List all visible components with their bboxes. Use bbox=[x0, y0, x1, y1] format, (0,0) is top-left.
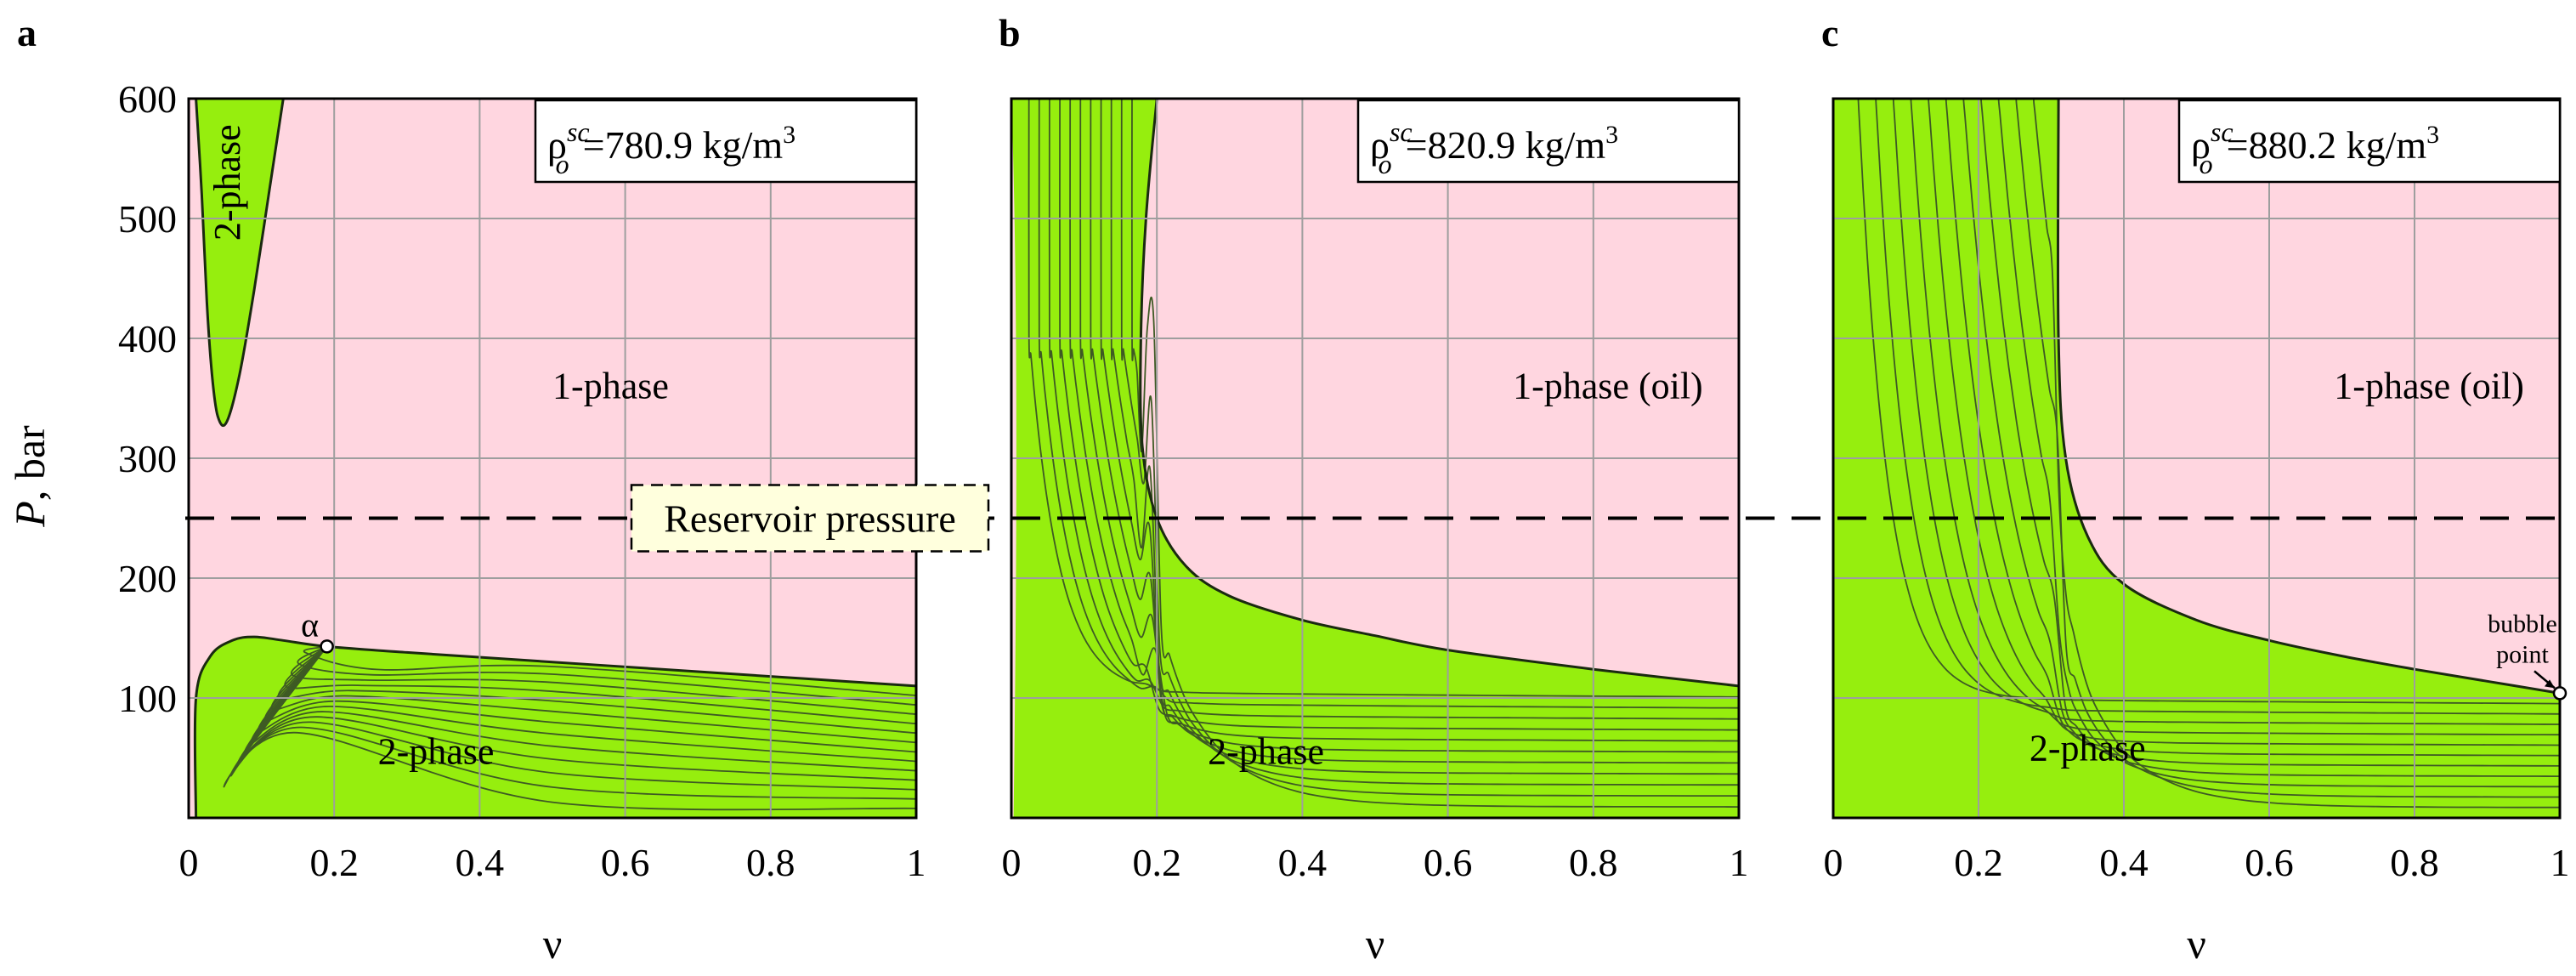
two-phase-region bbox=[1011, 99, 1739, 818]
contour-line bbox=[2032, 99, 2560, 809]
x-tick-label: 0.6 bbox=[2245, 841, 2294, 884]
region-label: 1-phase bbox=[552, 366, 669, 407]
contour-line bbox=[257, 645, 916, 763]
panel-letter-a: a bbox=[17, 11, 37, 54]
contour-line bbox=[1130, 99, 1739, 808]
contour-line bbox=[1892, 99, 2560, 725]
density-label: ρsc o =820.9 kg/m3 bbox=[1370, 116, 1618, 179]
density-label: ρsc o =880.2 kg/m3 bbox=[2191, 116, 2439, 179]
x-tick-label: 0.6 bbox=[601, 841, 650, 884]
reservoir-pressure-label-box bbox=[630, 484, 990, 553]
x-tick-label: 1 bbox=[1730, 841, 1749, 884]
region-label: 1-phase (oil) bbox=[2334, 366, 2524, 407]
density-label-box bbox=[534, 99, 918, 184]
y-tick-label: 500 bbox=[118, 197, 177, 241]
contour-line bbox=[1980, 99, 2560, 777]
region-label: 1-phase (oil) bbox=[1513, 366, 1703, 407]
y-tick-label: 600 bbox=[118, 77, 177, 121]
x-tick-label: 0.2 bbox=[309, 841, 359, 884]
density-label-box bbox=[2177, 99, 2562, 184]
contour-line bbox=[244, 645, 916, 781]
panel-a: 0 0.2 0.4 0.6 0.8 1 ν 100 200 300 400 500 600 ρsc o =78… bbox=[118, 77, 926, 967]
phase-boundary bbox=[2056, 99, 2560, 695]
contour-line bbox=[1069, 99, 1739, 742]
contour-line bbox=[223, 645, 916, 811]
x-tick-label: 0.6 bbox=[1424, 841, 1473, 884]
two-phase-region-lower bbox=[189, 635, 916, 818]
x-tick-label: 0.2 bbox=[1954, 841, 2003, 884]
contour-line bbox=[303, 645, 916, 696]
contour-line bbox=[1059, 99, 1739, 731]
phase-boundary bbox=[1139, 99, 1739, 688]
marker-point bbox=[2552, 686, 2568, 701]
x-tick-label: 0.8 bbox=[1569, 841, 1618, 884]
panel-b: 0 0.2 0.4 0.6 0.8 1 ν ρsc o =820.9 kg/m3 1-phase (… bbox=[1002, 97, 1749, 967]
marker-label: bubble bbox=[2488, 610, 2557, 638]
region-label: 2-phase bbox=[207, 124, 248, 241]
y-tick-label: 300 bbox=[118, 437, 177, 480]
x-tick-label: 0.4 bbox=[456, 841, 505, 884]
two-phase-region bbox=[1833, 99, 2560, 818]
panel-letter-c: c bbox=[1821, 11, 1838, 54]
contour-line bbox=[237, 645, 916, 791]
plot-frame bbox=[1832, 97, 2562, 820]
contour-line bbox=[1962, 99, 2560, 767]
contour-line bbox=[229, 645, 916, 800]
x-tick-label: 0.8 bbox=[2390, 841, 2439, 884]
x-tick-label: 0.8 bbox=[746, 841, 795, 884]
contour-line bbox=[1038, 99, 1739, 709]
reservoir-pressure-label: Reservoir pressure bbox=[664, 497, 956, 541]
panel-c: 0 0.2 0.4 0.6 0.8 1 ν ρsc o =880.2 kg/m3 1-phase (… bbox=[1824, 97, 2570, 967]
svg-text:P, bar: P, bar bbox=[6, 425, 54, 528]
x-tick-label: 0.2 bbox=[1132, 841, 1181, 884]
plot-frame bbox=[187, 97, 918, 820]
panel-letter-b: b bbox=[999, 11, 1021, 54]
x-tick-label: 0 bbox=[1824, 841, 1843, 884]
x-tick-label: 0.4 bbox=[1278, 841, 1328, 884]
x-axis-label: ν bbox=[1366, 920, 1385, 967]
contour-line bbox=[1945, 99, 2560, 757]
x-axis-label: ν bbox=[2187, 920, 2206, 967]
marker-label: α bbox=[301, 605, 319, 644]
x-tick-label: 0 bbox=[1002, 841, 1022, 884]
contour-line bbox=[251, 645, 916, 772]
contour-line bbox=[1090, 99, 1739, 764]
x-tick-label: 1 bbox=[907, 841, 926, 884]
y-tick-label: 400 bbox=[118, 317, 177, 360]
marker-arrowhead bbox=[2545, 679, 2555, 689]
x-tick-label: 0 bbox=[179, 841, 199, 884]
y-axis-label: P, bar bbox=[6, 425, 54, 528]
density-label: ρsc o =780.9 kg/m3 bbox=[547, 116, 795, 179]
y-tick-label: 200 bbox=[118, 557, 177, 600]
contour-line bbox=[1028, 99, 1739, 698]
density-label-box bbox=[1356, 99, 1741, 184]
marker-point bbox=[320, 639, 334, 654]
region-label: 2-phase bbox=[1208, 731, 1324, 773]
region-label: 2-phase bbox=[378, 731, 495, 773]
region-label: 2-phase bbox=[2030, 727, 2146, 769]
plot-frame bbox=[1010, 97, 1741, 820]
contour-line bbox=[1875, 99, 2560, 715]
x-tick-label: 0.4 bbox=[2099, 841, 2149, 884]
contour-line bbox=[1120, 99, 1739, 797]
y-tick-label: 100 bbox=[118, 677, 177, 720]
contour-line bbox=[1110, 99, 1739, 786]
contour-line bbox=[1997, 99, 2560, 788]
contour-line bbox=[1079, 99, 1739, 753]
contour-line bbox=[1048, 99, 1739, 720]
marker-label: point bbox=[2496, 640, 2549, 668]
contour-line bbox=[1100, 99, 1739, 775]
x-axis-label: ν bbox=[543, 920, 563, 967]
x-tick-label: 1 bbox=[2551, 841, 2570, 884]
two-phase-region-upper bbox=[195, 99, 285, 428]
